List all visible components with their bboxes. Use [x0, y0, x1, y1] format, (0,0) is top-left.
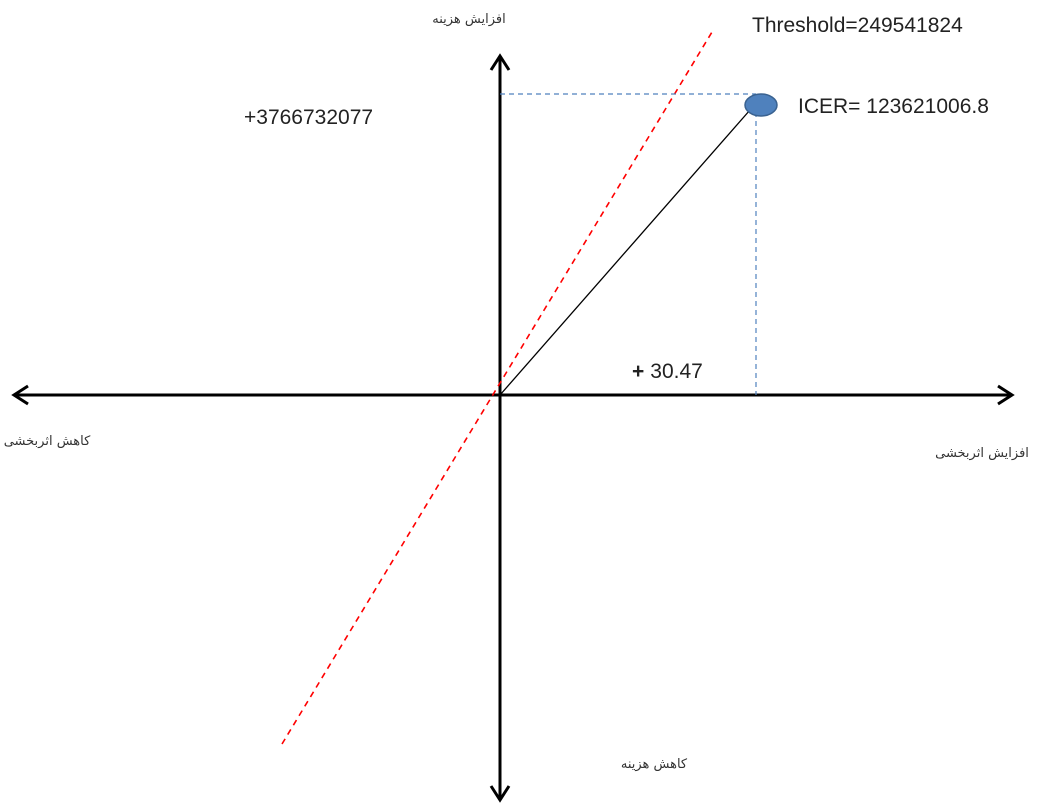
- y-positive-axis-label: افزایش هزینه: [432, 12, 505, 27]
- icer-data-point: [745, 94, 777, 116]
- x-negative-axis-label: کاهش اثربخشی: [4, 434, 91, 449]
- icer-label: ICER= 123621006.8: [798, 95, 989, 118]
- x-value-label: +30.47: [632, 360, 703, 383]
- icer-line: [500, 110, 750, 395]
- threshold-line: [282, 32, 712, 744]
- x-value-sign: +: [632, 360, 644, 383]
- x-value-number: 30.47: [650, 360, 703, 383]
- x-positive-axis-label: افزایش اثربخشی: [935, 446, 1029, 461]
- threshold-label: Threshold=249541824: [752, 14, 963, 37]
- y-negative-axis-label: کاهش هزینه: [621, 757, 688, 772]
- y-value-label: +3766732077: [244, 106, 373, 129]
